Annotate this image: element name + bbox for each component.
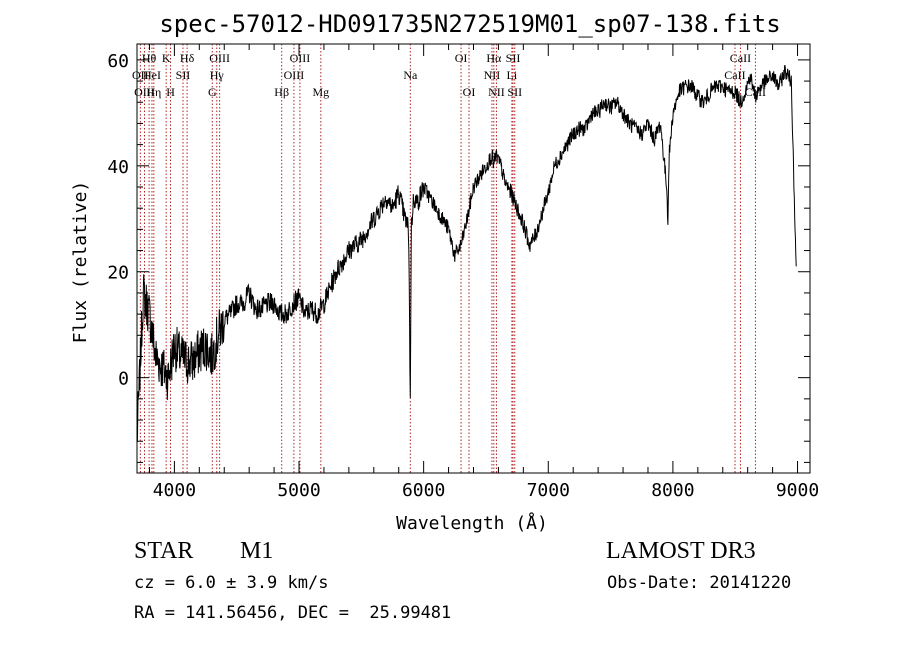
flux-line — [136, 64, 797, 442]
chart-axes: 4000 5000 6000 7000 8000 9000 0 20 40 60 — [107, 43, 819, 501]
line-marker-label: CaII — [745, 85, 766, 99]
x-tick-label: 4000 — [153, 480, 196, 501]
redshift-velocity: cz = 6.0 ± 3.9 km/s — [134, 573, 329, 593]
line-marker-label: SII — [506, 51, 521, 65]
coordinates: RA = 141.56456, DEC = 25.99481 — [134, 603, 452, 623]
line-marker-label: HeI — [143, 68, 161, 82]
x-tick-label: 8000 — [651, 480, 694, 501]
line-marker-label: OIII — [209, 51, 230, 65]
line-marker-label: SII — [176, 68, 191, 82]
line-marker-label: G — [208, 85, 217, 99]
line-marker-label: Na — [403, 68, 418, 82]
y-tick-label: 60 — [107, 51, 129, 72]
line-marker-label: Hθ — [142, 51, 157, 65]
spectral-line-markers — [139, 44, 756, 473]
line-marker-label: CaII — [730, 51, 751, 65]
x-tick-label: 9000 — [776, 480, 819, 501]
line-marker-label: OI — [455, 51, 468, 65]
line-marker-label: SII — [507, 85, 522, 99]
x-tick-label: 5000 — [277, 480, 320, 501]
plot-frame — [136, 43, 811, 474]
object-class: STAR — [134, 538, 194, 564]
line-marker-label: OIII — [290, 51, 311, 65]
x-axis-label: Wavelength (Å) — [396, 512, 548, 534]
y-tick-label: 40 — [107, 157, 129, 178]
x-tick-label: 7000 — [527, 480, 570, 501]
line-marker-label: Hβ — [274, 85, 289, 99]
observation-date: Obs-Date: 20141220 — [607, 573, 792, 593]
line-marker-label: H — [166, 85, 175, 99]
line-marker-label: OIII — [284, 68, 305, 82]
line-marker-label: Hγ — [210, 68, 225, 82]
y-tick-label: 20 — [107, 263, 129, 284]
line-marker-label: Hα — [486, 51, 502, 65]
y-axis-label: Flux (relative) — [70, 181, 91, 344]
line-marker-label: NII — [488, 85, 505, 99]
line-marker-label: OI — [463, 85, 476, 99]
line-marker-label: Mg — [312, 85, 329, 99]
flux-series — [136, 64, 797, 442]
line-marker-label: CaII — [724, 68, 745, 82]
chart-title: spec-57012-HD091735N272519M01_sp07-138.f… — [159, 10, 780, 38]
line-marker-label: Hδ — [180, 51, 195, 65]
y-tick-label: 0 — [118, 369, 129, 390]
spectral-line-labels: Hθ OII OIII HeI Hη SII K H Hδ OIII Hγ G Hβ OIII OIII Mg… — [132, 51, 766, 99]
object-subclass: M1 — [240, 538, 274, 564]
line-marker-label: OII — [132, 68, 149, 82]
line-marker-label: OIII — [134, 85, 155, 99]
x-tick-label: 6000 — [402, 480, 445, 501]
line-marker-label: NII — [484, 68, 501, 82]
survey-name: LAMOST DR3 — [606, 538, 756, 564]
line-marker-label: K — [162, 51, 171, 65]
line-marker-label: Hη — [146, 85, 161, 99]
line-marker-label: Li — [507, 68, 518, 82]
